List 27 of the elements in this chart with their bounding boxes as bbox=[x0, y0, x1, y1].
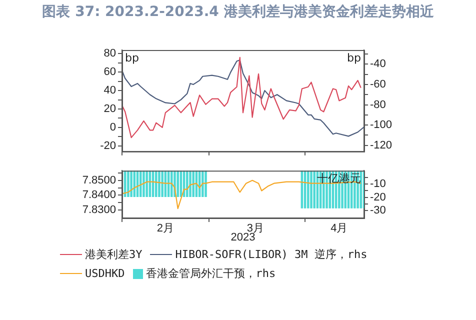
legend-label: 香港金管局外汇干预，rhs bbox=[146, 266, 276, 281]
y-axis-title: bp bbox=[125, 51, 139, 64]
legend-label: 港美利差3Y bbox=[85, 247, 142, 262]
y2-axis-title: bp bbox=[347, 51, 362, 64]
y2-tick-label: -30 bbox=[370, 204, 386, 217]
y2-tick-label: -80 bbox=[370, 98, 386, 111]
y-tick-label: 7.8400 bbox=[82, 189, 116, 202]
legend-label: USDHKD bbox=[85, 267, 125, 280]
y2-tick-label: -10 bbox=[370, 178, 386, 190]
y-tick-label: 20 bbox=[104, 103, 116, 116]
x-tick-label: 2月 bbox=[156, 222, 174, 235]
x-axis-title: 2023 bbox=[230, 231, 256, 244]
y2-tick-label: -40 bbox=[370, 58, 386, 70]
y-tick-label: 40 bbox=[104, 84, 116, 97]
y-tick-label: 7.8300 bbox=[82, 204, 116, 216]
y2-tick-label: -20 bbox=[370, 191, 386, 204]
x-tick-label: 4月 bbox=[330, 222, 348, 235]
y-tick-label: 60 bbox=[104, 66, 116, 78]
y-tick-label: 7.8500 bbox=[82, 174, 116, 186]
legend-label: HIBOR-SOFR(LIBOR) 3M 逆序，rhs bbox=[175, 247, 368, 262]
y2-tick-label: -100 bbox=[370, 119, 392, 132]
y-tick-label: -20 bbox=[100, 140, 116, 152]
chart-title: 图表 37: 2023.2-2023.4 港美利差与港美资金利差走势相近 bbox=[41, 3, 435, 21]
y2-tick-label: -120 bbox=[370, 139, 392, 152]
y2-tick-label: -60 bbox=[370, 78, 386, 91]
y-tick-label: 0 bbox=[110, 121, 116, 134]
y-tick-label: 80 bbox=[104, 48, 116, 60]
